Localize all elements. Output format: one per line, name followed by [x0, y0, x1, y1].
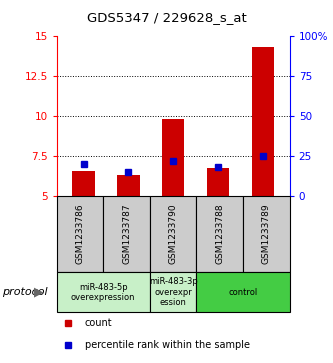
Bar	[150, 272, 196, 312]
Text: GDS5347 / 229628_s_at: GDS5347 / 229628_s_at	[87, 11, 246, 24]
Bar	[207, 168, 229, 196]
Bar	[117, 175, 140, 196]
Bar	[150, 196, 196, 272]
Bar	[252, 47, 274, 196]
Text: count: count	[85, 318, 112, 328]
Bar	[57, 272, 150, 312]
Text: GSM1233789: GSM1233789	[262, 204, 271, 265]
Text: miR-483-5p
overexpression: miR-483-5p overexpression	[71, 282, 136, 302]
Text: ▶: ▶	[34, 286, 43, 299]
Text: GSM1233787: GSM1233787	[122, 204, 131, 265]
Bar	[103, 196, 150, 272]
Bar	[72, 171, 95, 196]
Bar	[196, 196, 243, 272]
Text: percentile rank within the sample: percentile rank within the sample	[85, 340, 249, 350]
Bar	[196, 272, 290, 312]
Text: miR-483-3p
overexpr
ession: miR-483-3p overexpr ession	[149, 277, 197, 307]
Text: GSM1233790: GSM1233790	[168, 204, 178, 265]
Text: GSM1233788: GSM1233788	[215, 204, 224, 265]
Text: GSM1233786: GSM1233786	[75, 204, 85, 265]
Bar	[57, 196, 103, 272]
Text: control: control	[228, 288, 258, 297]
Text: protocol: protocol	[2, 287, 47, 297]
Bar	[162, 119, 184, 196]
Bar	[243, 196, 290, 272]
